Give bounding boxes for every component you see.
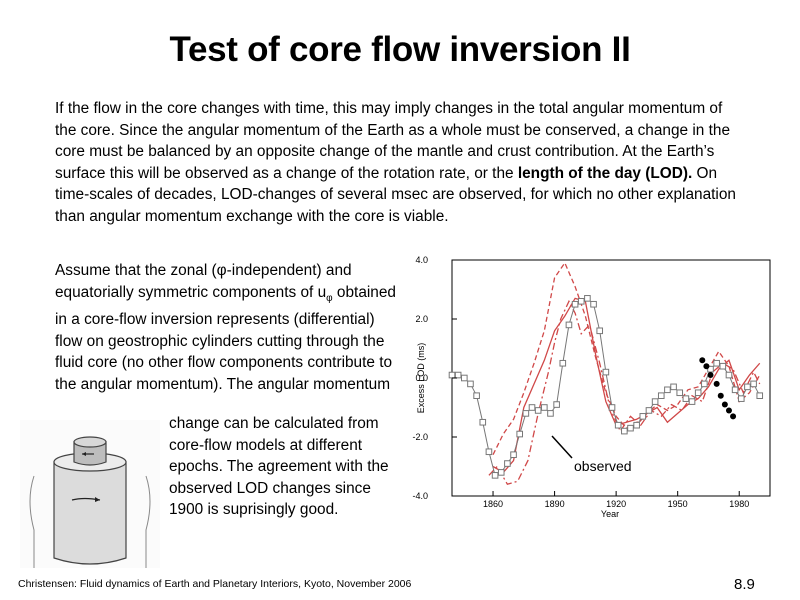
y-tick-label: -2.0 — [412, 432, 428, 442]
observed-lod-point — [707, 365, 714, 373]
observed-lod-point — [682, 395, 690, 402]
recent-lod-dot — [721, 401, 728, 408]
observed-lod-point — [731, 386, 739, 394]
observed-lod-point — [651, 398, 659, 405]
observed-lod-point — [473, 392, 480, 399]
lod-chart: -4.0 -2.0 0.0 2.0 4.0 1860 1890 1920 1950 1980 Ex… — [412, 255, 771, 519]
inner-cylinder-top — [73, 436, 107, 448]
geostrophic-cylinder-illustration — [20, 420, 160, 568]
observed-lod-point — [719, 362, 727, 370]
y-tick-label: 2.0 — [415, 314, 428, 324]
observed-lod-point — [577, 298, 585, 305]
y-axis-label: Excess LOD (ms) — [416, 343, 426, 414]
observed-lod-point — [713, 359, 720, 367]
x-tick-label: 1890 — [545, 499, 565, 509]
model-lod-line-dashdot — [488, 299, 761, 485]
outer-flow-arrowhead — [95, 497, 100, 502]
observed-lod-point — [590, 300, 597, 308]
x-axis-label: Year — [601, 509, 619, 519]
observed-lod-point — [756, 392, 764, 399]
intro-text-end: On time-scales of decades, LOD-changes o… — [55, 164, 736, 225]
x-tick-label: 1920 — [606, 499, 626, 509]
observed-lod-point — [467, 380, 474, 388]
observed-lod-point — [522, 410, 530, 417]
observed-lod-point — [510, 451, 517, 458]
observed-lod-line — [452, 297, 761, 477]
x-tick-label: 1980 — [729, 499, 749, 509]
recent-lod-dot — [725, 407, 732, 414]
intro-paragraph: If the flow in the core changes with tim… — [55, 98, 745, 227]
x-tick-label: 1950 — [668, 499, 688, 509]
observed-lod-point — [645, 407, 653, 414]
intro-text-start: If the flow in the core changes with tim… — [55, 100, 731, 182]
observed-lod-point — [621, 427, 628, 435]
sphere-outline — [29, 475, 151, 568]
observed-lod-point — [701, 380, 708, 388]
phi-subscript: φ — [326, 292, 333, 304]
observed-lod-point — [670, 383, 677, 391]
slide-title: Test of core flow inversion II — [169, 30, 631, 69]
observed-lod-point — [725, 371, 733, 379]
assumption-paragraph: Assume that the zonal (φ-independent) an… — [55, 260, 405, 395]
outer-cylinder — [53, 461, 127, 565]
observed-lod-point — [608, 404, 616, 411]
observed-lod-point — [553, 401, 560, 408]
observed-pointer-line — [551, 435, 573, 459]
observed-lod-point — [448, 371, 456, 379]
observed-lod-point — [571, 300, 579, 308]
observed-lod-point — [639, 413, 647, 420]
observed-lod-point — [694, 389, 702, 397]
recent-lod-dot — [699, 357, 706, 364]
observed-lod-point — [565, 321, 573, 329]
recent-lod-dot — [730, 413, 737, 420]
lod-term: length of the day (LOD). — [517, 164, 693, 182]
observed-lod-point — [657, 392, 665, 399]
observed-lod-point — [559, 359, 567, 367]
observed-lod-point — [504, 460, 511, 467]
observed-lod-point — [534, 407, 542, 414]
observed-lod-point — [491, 472, 499, 479]
observed-lod-point — [516, 430, 524, 438]
y-tick-label: 0.0 — [415, 373, 428, 383]
x-tick-label: 1860 — [483, 499, 503, 509]
observed-lod-point — [541, 404, 548, 411]
observed-lod-point — [614, 421, 622, 429]
y-tick-label: 4.0 — [415, 255, 428, 265]
observed-lod-point — [737, 395, 745, 402]
footer-citation: Christensen: Fluid dynamics of Earth and… — [18, 578, 412, 590]
observed-lod-point — [479, 418, 487, 426]
observed-lod-point — [633, 421, 640, 429]
assumption-text-end: obtained in a core-flow inversion repres… — [55, 283, 396, 393]
observed-annotation: observed — [574, 458, 632, 474]
observed-lod-point — [744, 383, 751, 391]
observed-lod-point — [485, 448, 493, 456]
observed-lod-point — [602, 368, 610, 376]
model-lod-line-dash — [492, 261, 761, 455]
inner-flow-arrowhead — [82, 452, 86, 456]
y-tick-label: -4.0 — [412, 491, 428, 501]
observed-lod-point — [497, 469, 505, 476]
recent-lod-dot — [717, 392, 724, 399]
observed-lod-point — [596, 327, 604, 335]
observed-lod-point — [664, 386, 671, 394]
observed-lod-point — [547, 410, 554, 417]
recent-lod-dot — [703, 363, 710, 370]
observed-lod-point — [454, 371, 462, 379]
assumption-text-start: Assume that the zonal (φ-independent) an… — [55, 262, 352, 301]
observed-lod-point — [528, 404, 536, 411]
observed-lod-point — [750, 380, 757, 388]
observed-lod-point — [461, 374, 468, 382]
observed-lod-point — [627, 424, 634, 432]
recent-lod-dot — [713, 380, 720, 387]
page-number: 8.9 — [734, 576, 755, 593]
model-lod-line-solid — [492, 297, 761, 474]
observed-lod-point — [584, 295, 591, 302]
observed-lod-point — [676, 389, 684, 397]
conclusion-paragraph: change can be calculated from core-flow … — [169, 415, 389, 518]
observed-lod-point — [688, 398, 696, 405]
recent-lod-dot — [707, 372, 714, 379]
